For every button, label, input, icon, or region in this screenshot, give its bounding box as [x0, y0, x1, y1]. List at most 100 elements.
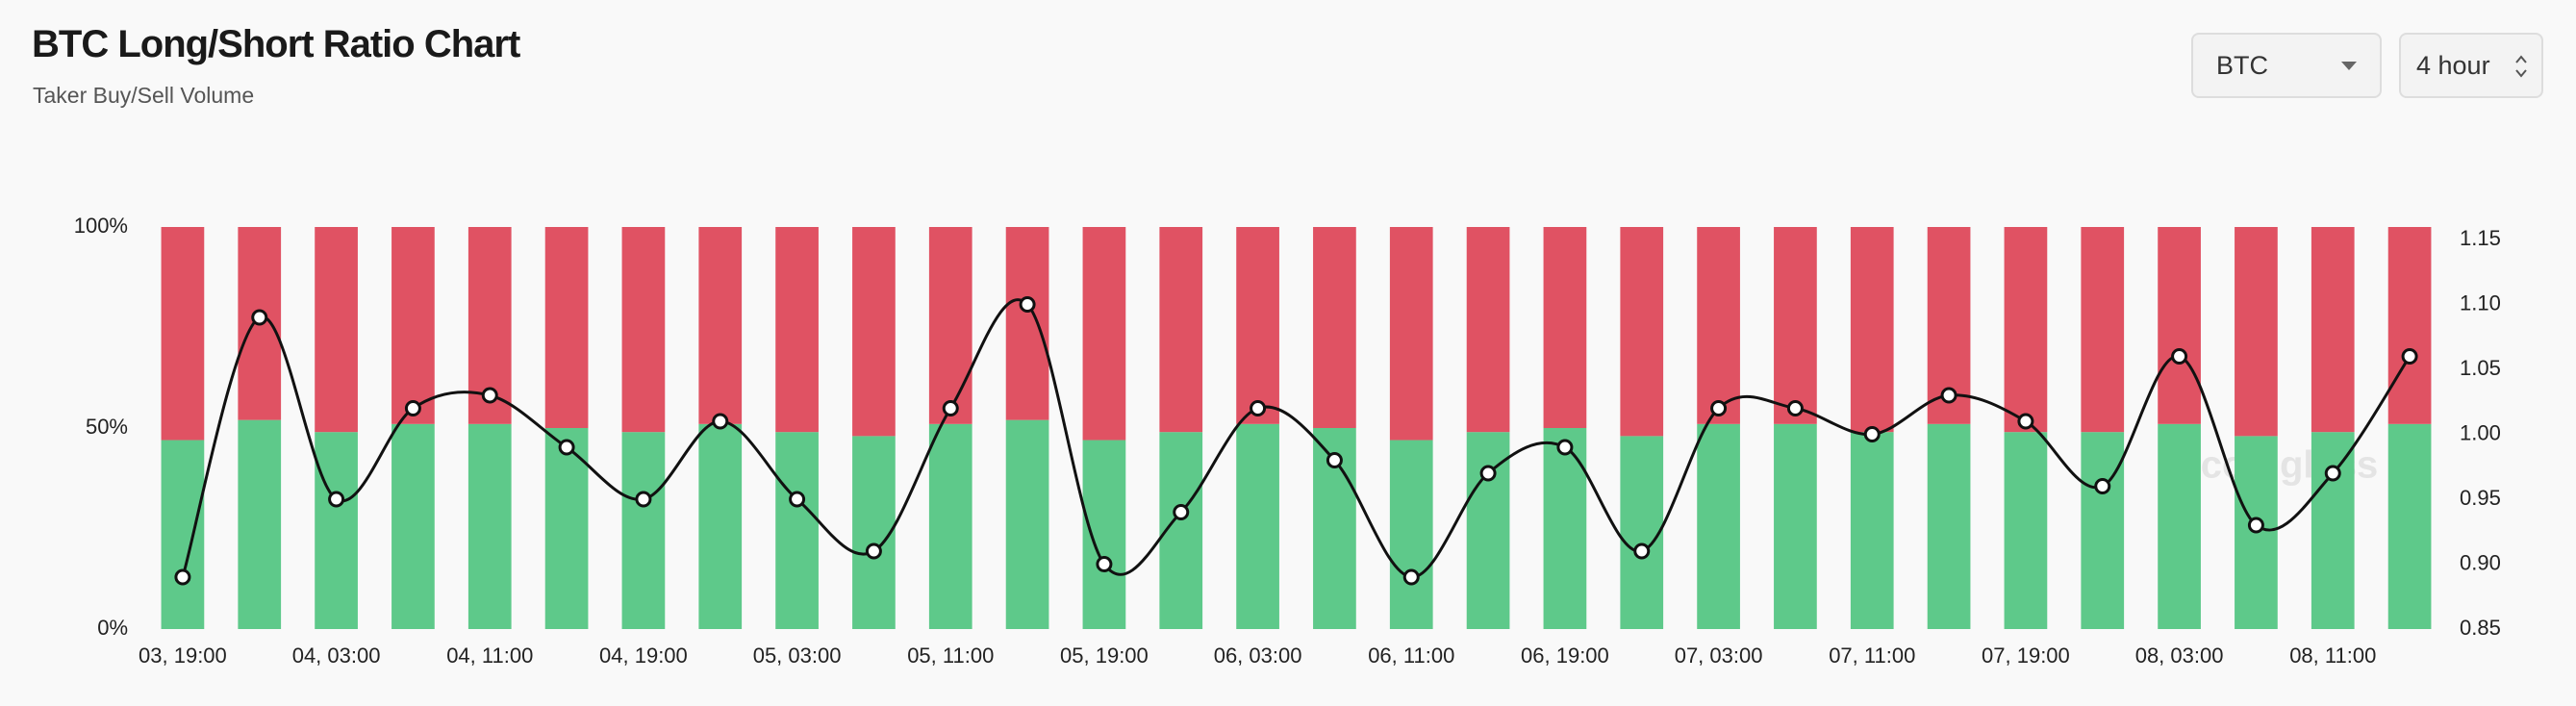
ratio-point — [1250, 400, 1267, 416]
bar-segment — [1620, 227, 1664, 437]
ratio-point — [942, 400, 959, 416]
interval-select[interactable]: 4 hour — [2399, 33, 2543, 98]
bar-segment — [2081, 432, 2125, 629]
bar-segment — [621, 227, 666, 433]
bar-segment — [1159, 227, 1203, 433]
symbol-value: BTC — [2216, 51, 2268, 80]
bar-segment — [467, 423, 512, 629]
bar-segment — [2311, 432, 2355, 629]
bar-segment — [1543, 227, 1587, 428]
ratio-point — [2401, 348, 2418, 365]
x-tick-label: 05, 11:00 — [907, 643, 994, 668]
ratio-line — [181, 298, 2412, 579]
y2-tick-label: 1.05 — [2460, 356, 2501, 380]
bar-segment — [1543, 428, 1587, 629]
bar-segment — [928, 423, 972, 629]
bar-segment — [1005, 227, 1049, 420]
bar-segment — [928, 227, 972, 424]
bar-segment — [391, 423, 435, 629]
ratio-point — [865, 542, 882, 560]
ratio-point — [789, 491, 806, 508]
ratio-point — [2247, 517, 2264, 534]
y2-tick-label: 0.95 — [2460, 486, 2501, 510]
symbol-select[interactable]: BTC — [2191, 33, 2382, 98]
x-tick-label: 05, 03:00 — [753, 643, 842, 668]
bar-segment — [544, 227, 589, 428]
ratio-point — [1096, 556, 1113, 572]
ratio-point — [2324, 465, 2341, 482]
bar-segment — [1697, 227, 1740, 424]
ratio-point — [2017, 413, 2034, 430]
ratio-point — [1173, 504, 1190, 520]
bar-segment — [2235, 227, 2278, 437]
x-tick-label: 07, 11:00 — [1829, 643, 1915, 668]
bar-segment — [2387, 423, 2432, 629]
bar-segment — [544, 428, 589, 629]
ratio-point — [1019, 296, 1036, 313]
ratio-point — [404, 400, 421, 416]
ratio-point — [1940, 387, 1957, 404]
x-tick-label: 06, 11:00 — [1368, 643, 1454, 668]
x-tick-label: 06, 19:00 — [1521, 643, 1609, 668]
bar-segment — [1236, 423, 1279, 629]
bar-segment — [391, 227, 435, 424]
ratio-point — [1479, 465, 1497, 482]
bar-segment — [1082, 440, 1126, 629]
bar-segment — [621, 432, 666, 629]
bar-segment — [2004, 227, 2048, 433]
ratio-point — [481, 387, 498, 404]
bar-segment — [2158, 227, 2201, 424]
bar-segment — [1620, 436, 1664, 629]
bar-segment — [2004, 432, 2048, 629]
bar-segment — [2081, 227, 2125, 433]
ratio-point — [328, 491, 345, 508]
x-tick-label: 07, 03:00 — [1675, 643, 1763, 668]
bar-segment — [1927, 423, 1971, 629]
ratio-point — [1402, 568, 1420, 586]
updown — [2515, 55, 2527, 78]
bar-segment — [238, 419, 282, 629]
bar-segment — [1389, 227, 1433, 441]
bar-segment — [2387, 227, 2432, 424]
bar-segment — [1466, 227, 1510, 433]
ratio-point — [712, 413, 729, 430]
bar-segment — [775, 227, 819, 433]
caret — [2341, 62, 2357, 70]
bar-segment — [1082, 227, 1126, 441]
y-tick-label: 100% — [74, 214, 128, 238]
bar-segment — [852, 227, 896, 437]
ratio-point — [558, 439, 575, 456]
bar-segment — [1313, 227, 1356, 428]
title: BTC Long/Short Ratio Chart — [32, 23, 520, 65]
bar-segment — [315, 227, 358, 433]
x-tick-label: 08, 11:00 — [2289, 643, 2376, 668]
ratio-point — [1633, 542, 1651, 560]
x-tick-label: 04, 11:00 — [446, 643, 533, 668]
bar-segment — [698, 423, 743, 629]
y2-tick-label: 0.90 — [2460, 550, 2501, 574]
bar-segment — [2311, 227, 2355, 433]
ratio-point — [1326, 452, 1343, 468]
interval-value: 4 hour — [2416, 51, 2490, 80]
ratio-point — [1786, 400, 1804, 416]
y-tick-label: 0% — [97, 616, 128, 640]
bar-segment — [698, 227, 743, 424]
bar-segment — [775, 432, 819, 629]
ratio-point — [2171, 348, 2188, 365]
bar-segment — [1466, 432, 1510, 629]
y2-tick-label: 1.10 — [2460, 290, 2501, 315]
bar-segment — [161, 227, 205, 441]
ratio-point — [1710, 400, 1728, 416]
y-tick-label: 50% — [86, 415, 128, 439]
ratio-point — [251, 309, 268, 326]
y2-tick-label: 1.15 — [2460, 226, 2501, 250]
bar-segment — [852, 436, 896, 629]
bar-segment — [1005, 419, 1049, 629]
bar-segment — [1850, 432, 1894, 629]
y2-tick-label: 0.85 — [2460, 616, 2501, 640]
subtitle: Taker Buy/Sell Volume — [33, 83, 255, 108]
x-tick-label: 05, 19:00 — [1060, 643, 1149, 668]
bar-segment — [1236, 227, 1279, 424]
bar-segment — [2158, 423, 2201, 629]
